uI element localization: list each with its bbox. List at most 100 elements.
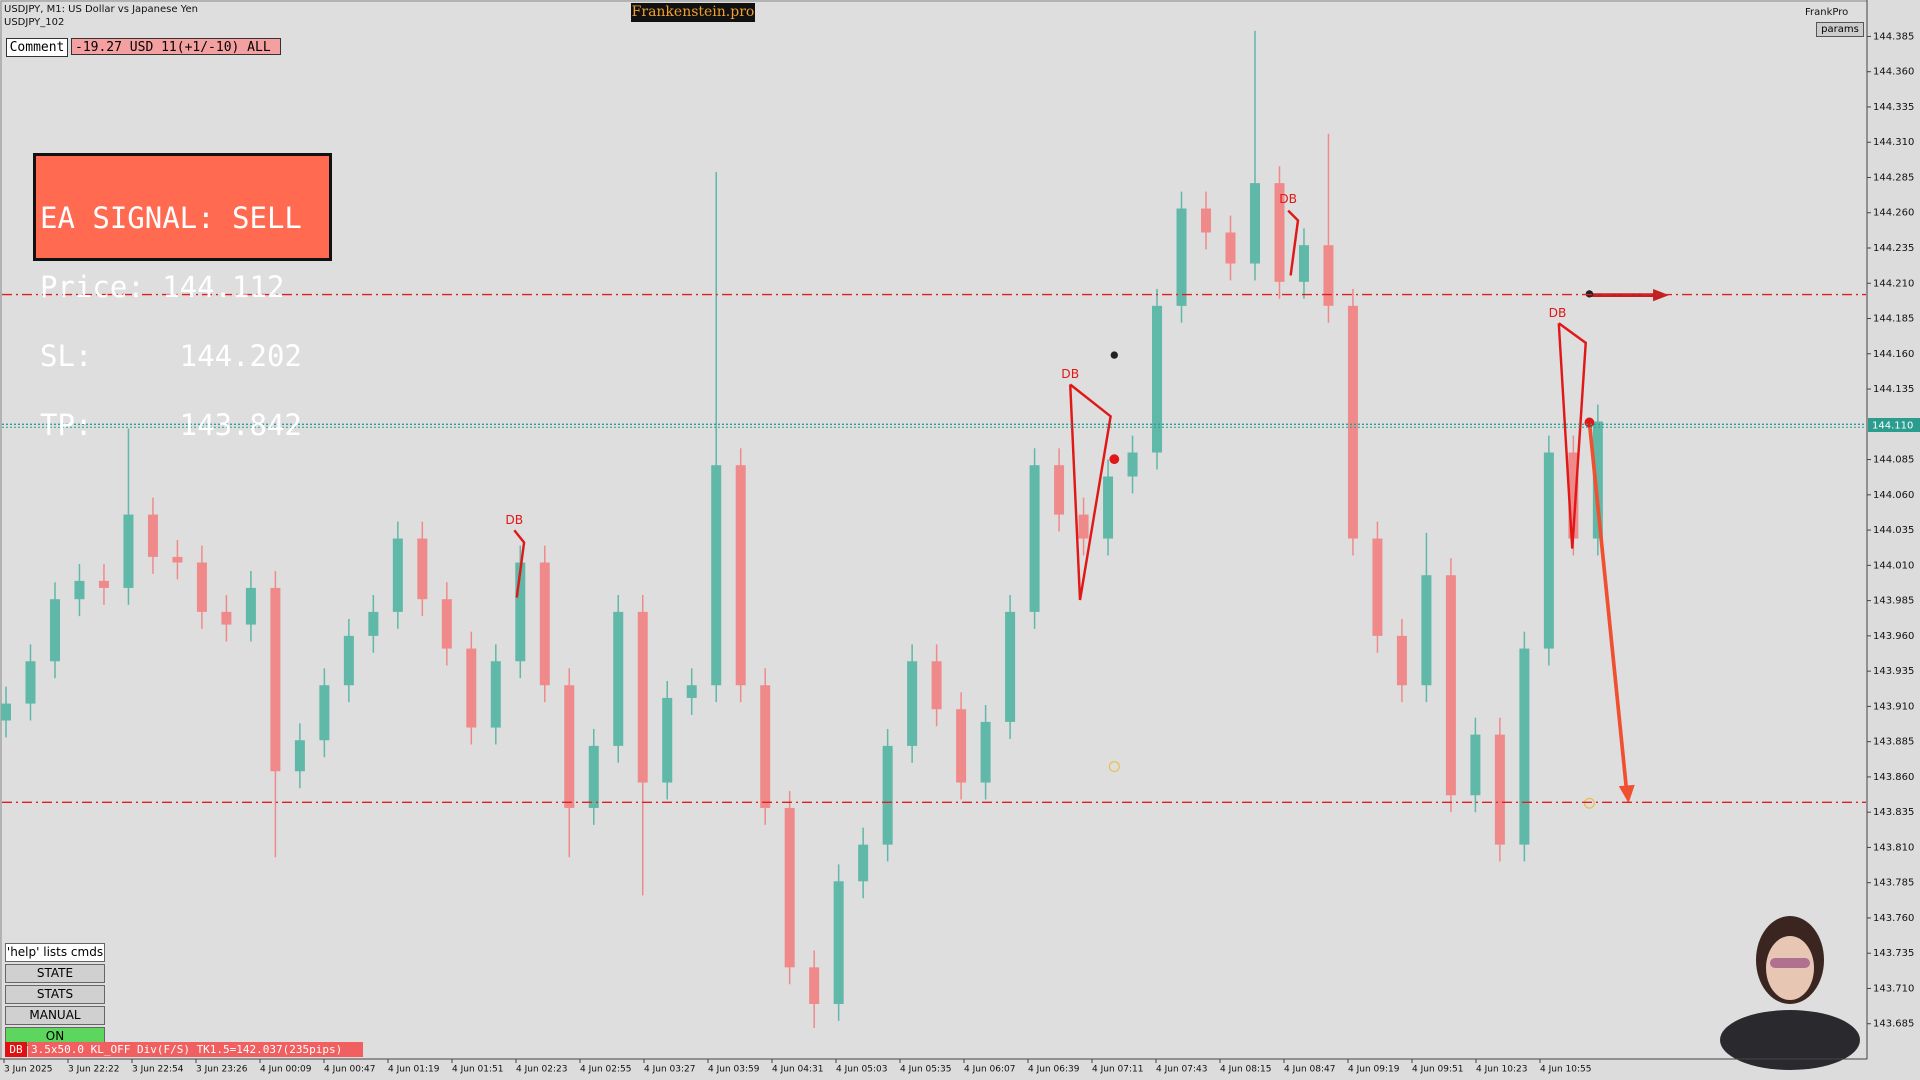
candle-body [931, 661, 942, 710]
stats-button[interactable]: STATS [5, 985, 105, 1004]
candle-body [588, 745, 599, 808]
candle-body [1029, 465, 1040, 612]
db-pattern [1287, 209, 1300, 276]
y-tick-label: 144.010 [1873, 560, 1914, 571]
candle-body [956, 709, 967, 783]
candle-body [221, 611, 232, 625]
pattern-label: DB [1279, 192, 1297, 206]
candle-body [564, 685, 575, 808]
candle-body [1274, 183, 1285, 282]
x-tick-label: 4 Jun 00:09 [260, 1065, 312, 1075]
y-tick-label: 143.885 [1873, 737, 1914, 748]
candle-body [980, 721, 991, 783]
avatar-glasses [1770, 958, 1810, 968]
x-tick-label: 4 Jun 01:51 [452, 1065, 503, 1075]
y-tick-label: 143.785 [1873, 878, 1914, 889]
x-tick-label: 4 Jun 08:15 [1220, 1065, 1271, 1075]
candle-body [833, 881, 844, 1004]
candle-body [1298, 245, 1309, 282]
y-tick-label: 143.860 [1873, 772, 1914, 783]
candle-body [417, 538, 428, 600]
candle-body [270, 587, 281, 772]
x-tick-label: 4 Jun 05:03 [836, 1065, 887, 1075]
header: USDJPY, M1: US Dollar vs Japanese Yen US… [4, 3, 198, 29]
y-tick-label: 143.735 [1873, 948, 1914, 959]
candle-body [1152, 305, 1163, 453]
signal-line: Price: 144.112 [40, 270, 285, 304]
x-tick-label: 4 Jun 06:39 [1028, 1065, 1080, 1075]
candle-body [319, 685, 330, 741]
candle-body [711, 465, 722, 686]
marker [1109, 454, 1120, 465]
y-tick-label: 144.085 [1873, 455, 1914, 466]
candle-body [907, 661, 918, 746]
comment-button[interactable]: Comment [6, 38, 68, 57]
candle-body [25, 661, 36, 704]
y-tick-label: 143.960 [1873, 631, 1914, 642]
pattern-labels: DB DB DB DB [505, 192, 1566, 527]
x-tick-label: 4 Jun 07:11 [1092, 1065, 1143, 1075]
candle-body [1054, 465, 1065, 515]
marker [1110, 351, 1118, 359]
candle-body [172, 556, 183, 563]
x-tick-label: 4 Jun 08:47 [1284, 1065, 1335, 1075]
params-button[interactable]: params [1816, 22, 1864, 37]
candle-body [1176, 208, 1187, 306]
y-tick-label: 143.985 [1873, 596, 1914, 607]
x-tick-label: 4 Jun 03:27 [644, 1065, 695, 1075]
candle-body [539, 562, 550, 686]
pattern-label: DB [1549, 306, 1567, 320]
db-pattern [1068, 383, 1112, 601]
candles [1, 30, 1603, 1028]
candle-body [662, 697, 673, 783]
candle-body [1592, 421, 1603, 539]
x-tick-label: 4 Jun 02:55 [580, 1065, 631, 1075]
state-button[interactable]: STATE [5, 964, 105, 983]
candle-body [49, 599, 60, 662]
candle-body [784, 807, 795, 968]
right-name: FrankPro [1805, 7, 1849, 18]
status-tag: DB [5, 1042, 27, 1057]
y-tick-label: 144.235 [1873, 243, 1914, 254]
candle-body [98, 580, 109, 588]
candle-body [686, 685, 697, 698]
candle-body [294, 740, 305, 772]
brand: Frankenstein.pro [631, 3, 755, 22]
arrow-head [1653, 288, 1669, 302]
candle-body [490, 661, 501, 728]
db-pattern [1557, 322, 1587, 549]
candle-body [1543, 452, 1554, 649]
candle-body [343, 635, 354, 686]
manual-button[interactable]: MANUAL [5, 1006, 105, 1025]
candle-body [1445, 575, 1456, 796]
help-button[interactable]: 'help' lists cmds [5, 943, 105, 962]
candle-body [613, 611, 624, 746]
marker [1583, 797, 1595, 809]
y-tick-label: 144.285 [1873, 172, 1914, 183]
candle-body [882, 745, 893, 845]
candle-body [1005, 611, 1016, 722]
candle-body [515, 562, 526, 662]
marker [1108, 761, 1120, 773]
candle-body [637, 611, 648, 783]
y-tick-label: 143.685 [1873, 1019, 1914, 1030]
y-tick-label: 144.260 [1873, 208, 1914, 219]
candle-body [123, 514, 134, 588]
pattern-label: DB [1061, 367, 1079, 381]
candle-body [466, 648, 477, 728]
symbol-title: USDJPY, M1: US Dollar vs Japanese Yen [4, 4, 198, 15]
status-text: 3.5x50.0 KL_OFF Div(F/S) TK1.5=142.037(2… [28, 1042, 363, 1057]
candle-body [858, 844, 869, 882]
candle-body [809, 967, 820, 1004]
candle-body [1347, 305, 1358, 539]
y-tick-label: 144.310 [1873, 137, 1914, 148]
candle-body [1225, 232, 1236, 264]
y-tick-label: 143.810 [1873, 842, 1914, 853]
candle-body [1201, 208, 1212, 233]
x-tick-label: 4 Jun 06:07 [964, 1065, 1015, 1075]
bid-label: 144.110 [1872, 420, 1913, 431]
command-buttons: 'help' lists cmds STATE STATS MANUAL ON [5, 943, 105, 1046]
candle-body [1078, 514, 1089, 539]
x-tick-label: 4 Jun 02:23 [516, 1065, 567, 1075]
marker [1584, 417, 1595, 428]
